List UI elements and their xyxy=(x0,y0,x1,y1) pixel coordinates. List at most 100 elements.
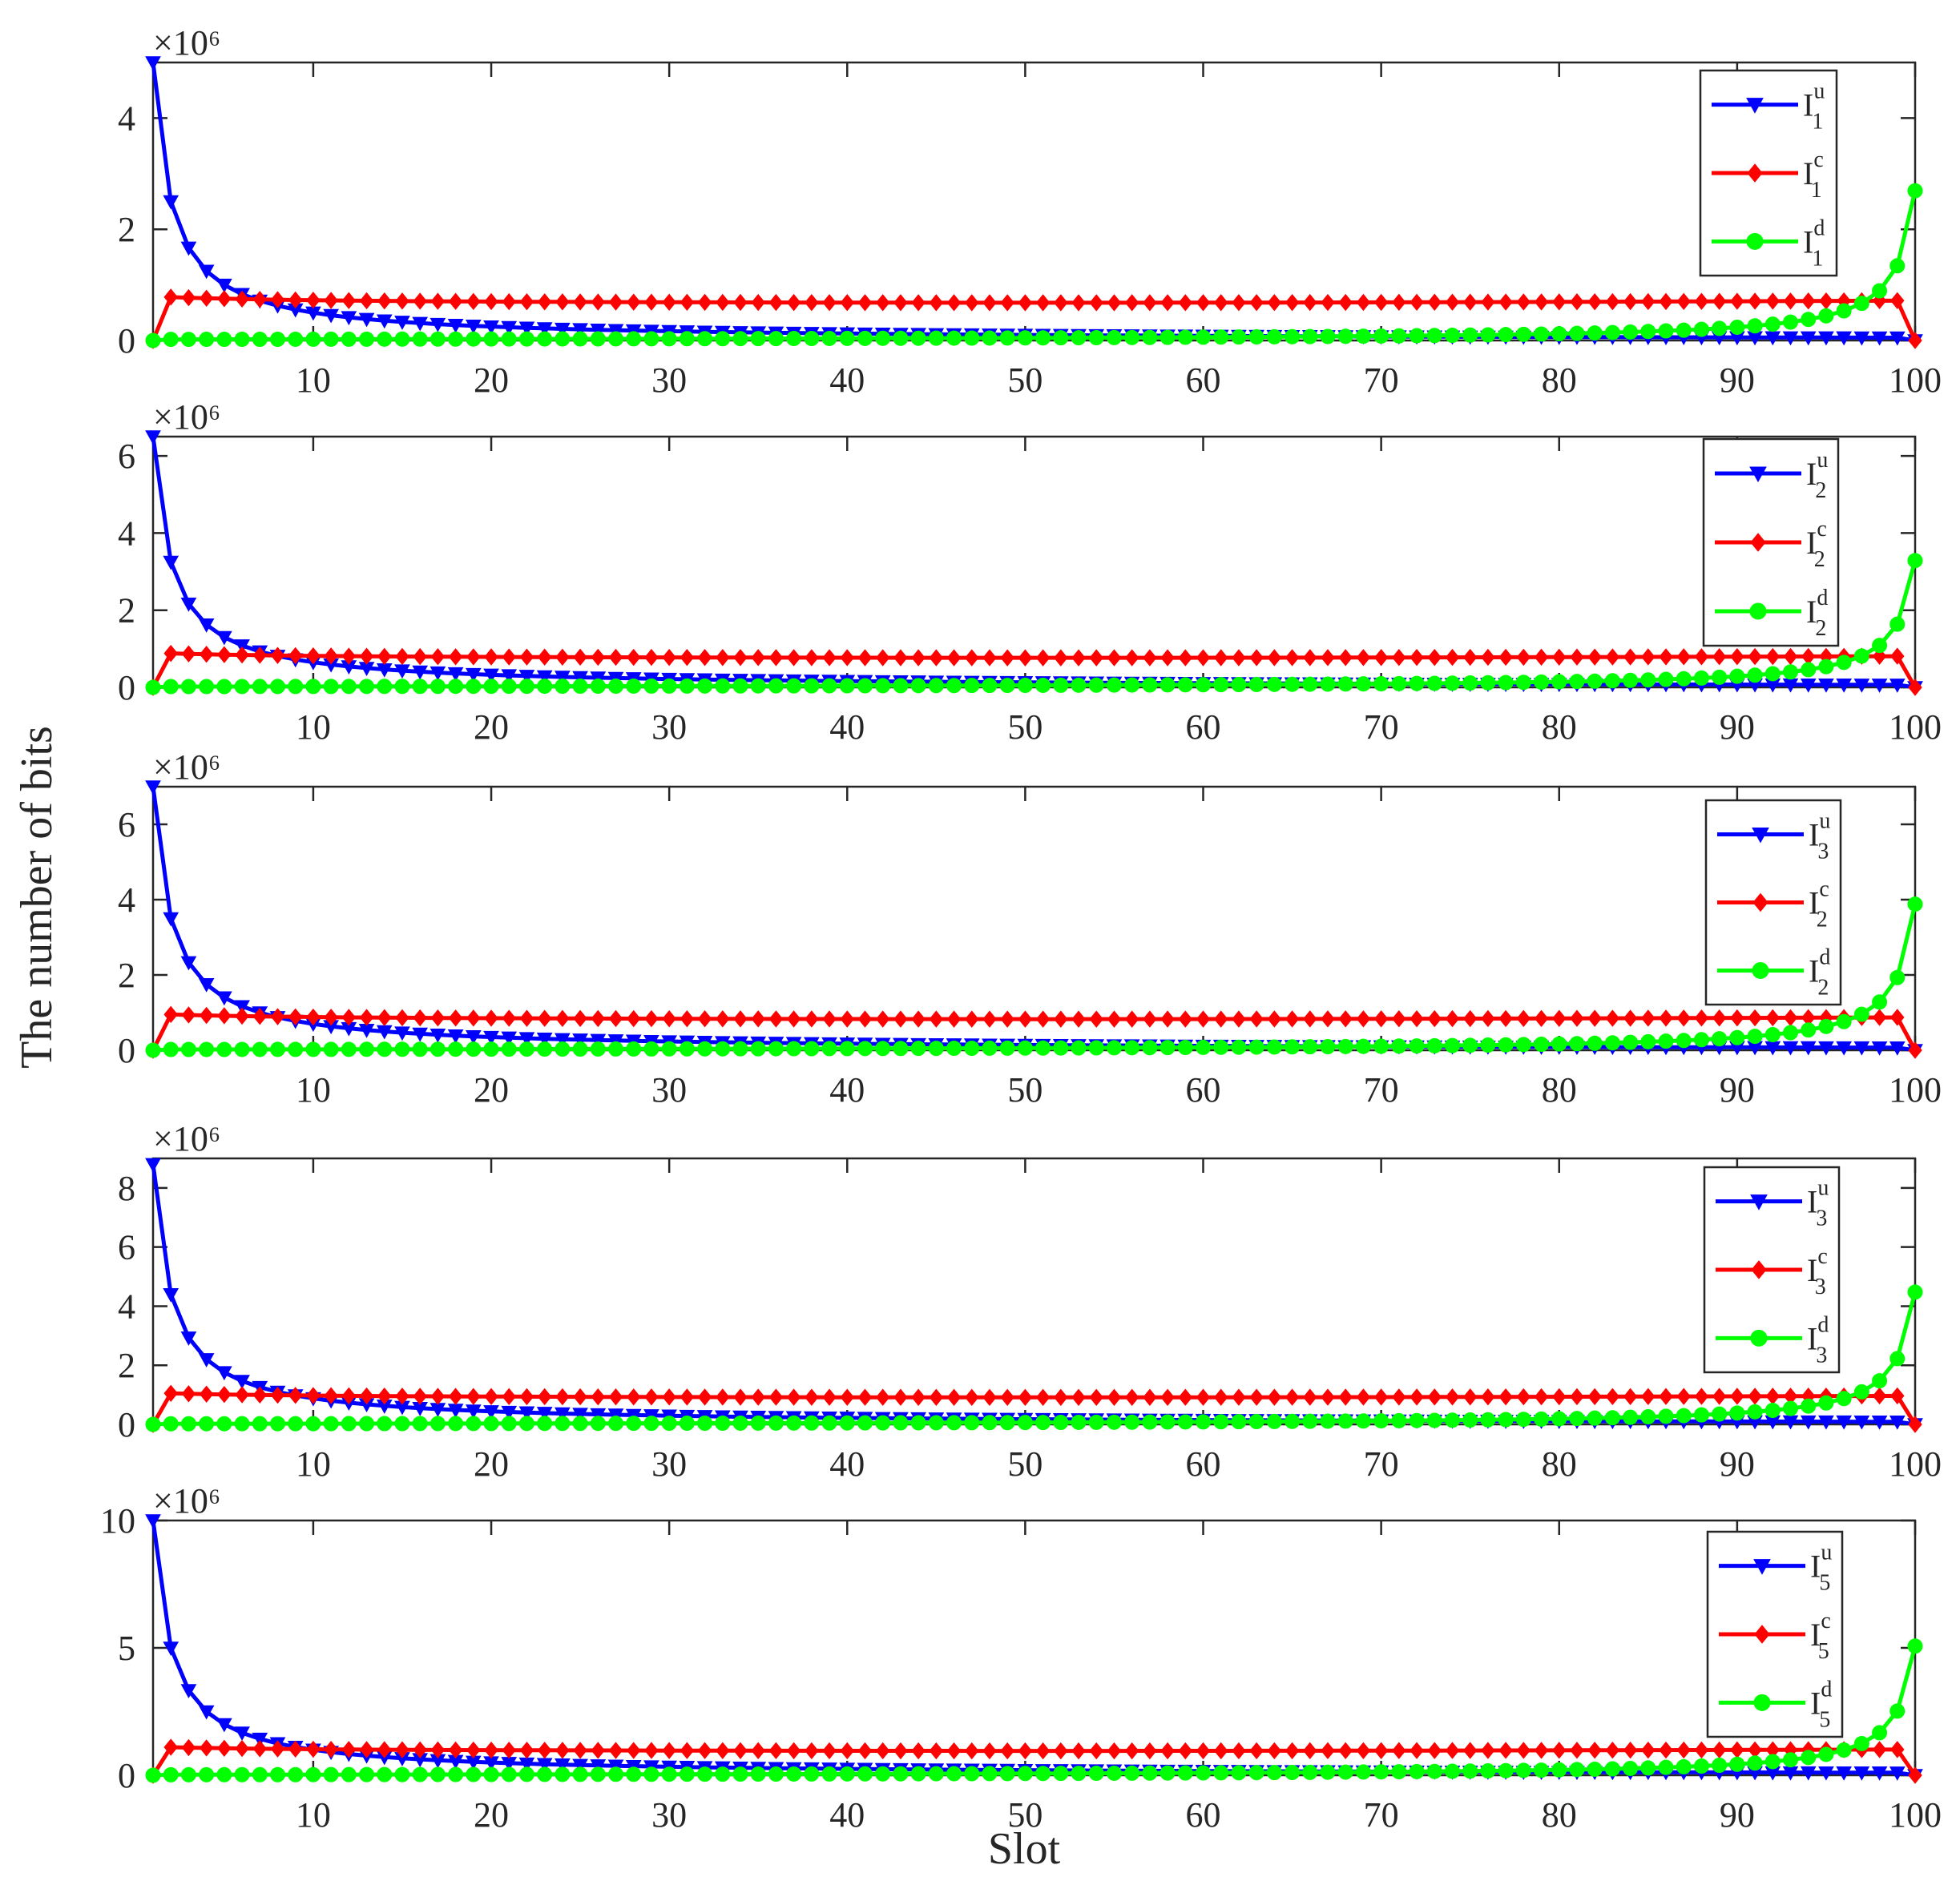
series-line xyxy=(151,62,1916,343)
data-point xyxy=(466,292,481,311)
legend-label: Ic 2 xyxy=(1806,517,1827,572)
data-point xyxy=(1693,1407,1709,1423)
data-point xyxy=(697,293,712,312)
data-point xyxy=(644,648,659,667)
data-point xyxy=(982,1415,998,1431)
data-point xyxy=(252,331,268,347)
x-tick-label: 70 xyxy=(1364,1444,1399,1484)
x-tick-label: 80 xyxy=(1542,1444,1577,1484)
data-point xyxy=(911,294,926,312)
data-point xyxy=(323,1041,339,1057)
data-point xyxy=(163,1738,178,1756)
x-tick-label: 50 xyxy=(1007,707,1043,747)
data-point xyxy=(1498,1037,1514,1053)
data-point xyxy=(1232,649,1246,667)
data-point xyxy=(1908,1766,1922,1784)
data-point xyxy=(1231,1765,1247,1781)
x-tick-label: 60 xyxy=(1186,707,1221,747)
data-point xyxy=(964,678,980,694)
x-tick-label: 20 xyxy=(474,707,509,747)
data-point xyxy=(145,679,161,695)
data-point xyxy=(483,668,499,683)
plot-area xyxy=(145,430,1923,696)
data-point xyxy=(751,1010,765,1028)
data-point xyxy=(1284,328,1301,344)
data-point xyxy=(1213,1039,1229,1055)
data-point xyxy=(305,1416,321,1432)
data-point xyxy=(608,1742,623,1759)
data-point xyxy=(1248,329,1264,345)
data-point xyxy=(768,293,784,312)
data-point xyxy=(1872,994,1888,1010)
data-point xyxy=(1836,303,1852,319)
data-point xyxy=(857,1766,873,1782)
data-point xyxy=(1302,676,1318,692)
data-point xyxy=(857,649,873,667)
data-point xyxy=(928,1766,944,1782)
y-tick-label: 2 xyxy=(118,591,135,630)
data-point xyxy=(180,241,197,256)
data-point xyxy=(1640,1033,1656,1049)
legend: Iu 3 Ic 3 Id 3 xyxy=(1703,1166,1841,1374)
data-point xyxy=(555,1033,571,1048)
data-point xyxy=(1302,1039,1318,1055)
series-line xyxy=(151,1745,1918,1777)
data-point xyxy=(537,679,553,695)
data-point xyxy=(1498,648,1513,667)
data-point xyxy=(537,1742,552,1759)
data-point xyxy=(324,292,338,309)
legend-marker xyxy=(1750,533,1766,552)
data-point xyxy=(1765,292,1781,310)
data-point xyxy=(341,311,357,326)
data-point xyxy=(1124,649,1139,667)
data-point xyxy=(358,312,375,328)
data-point xyxy=(1712,648,1727,666)
data-point xyxy=(555,1009,570,1027)
data-point xyxy=(1889,1703,1906,1719)
data-point xyxy=(607,1759,624,1774)
data-point xyxy=(573,1742,587,1759)
data-point xyxy=(591,1742,606,1759)
data-point xyxy=(1587,673,1603,689)
data-point xyxy=(1071,1040,1087,1056)
y-tick-label: 4 xyxy=(118,880,135,920)
data-point xyxy=(1659,1741,1673,1759)
data-point xyxy=(857,1388,873,1406)
data-point xyxy=(644,1742,659,1759)
data-point xyxy=(394,1416,410,1432)
data-point xyxy=(1818,659,1834,675)
data-point xyxy=(965,294,979,312)
data-point xyxy=(875,678,891,694)
data-point xyxy=(288,646,303,665)
data-point xyxy=(964,1040,980,1056)
x-tick-label: 60 xyxy=(1186,1444,1221,1484)
data-point xyxy=(1035,1415,1051,1431)
data-point xyxy=(680,1388,695,1406)
data-point xyxy=(751,293,765,312)
data-point xyxy=(252,1766,268,1782)
data-point xyxy=(288,1008,303,1025)
data-point xyxy=(964,1415,980,1431)
data-point xyxy=(1035,294,1051,312)
data-point xyxy=(607,1034,624,1049)
data-point xyxy=(1801,292,1816,310)
data-point xyxy=(679,1041,695,1057)
data-point xyxy=(1676,1009,1691,1027)
data-point xyxy=(430,1388,446,1405)
x-tick-label: 50 xyxy=(1007,1444,1043,1484)
data-point xyxy=(697,1766,713,1782)
data-point xyxy=(1054,1010,1068,1028)
data-point xyxy=(323,331,339,347)
x-tick-label: 20 xyxy=(474,1070,509,1110)
data-point xyxy=(768,1766,784,1782)
data-point xyxy=(805,1010,819,1028)
data-point xyxy=(1623,1760,1639,1776)
data-point xyxy=(430,1416,446,1432)
data-point xyxy=(359,331,375,347)
data-point xyxy=(999,1766,1015,1782)
data-point xyxy=(1515,675,1531,691)
data-point xyxy=(1410,1009,1424,1028)
data-point xyxy=(1604,673,1620,689)
data-point xyxy=(1409,1763,1425,1779)
data-point xyxy=(199,289,214,307)
